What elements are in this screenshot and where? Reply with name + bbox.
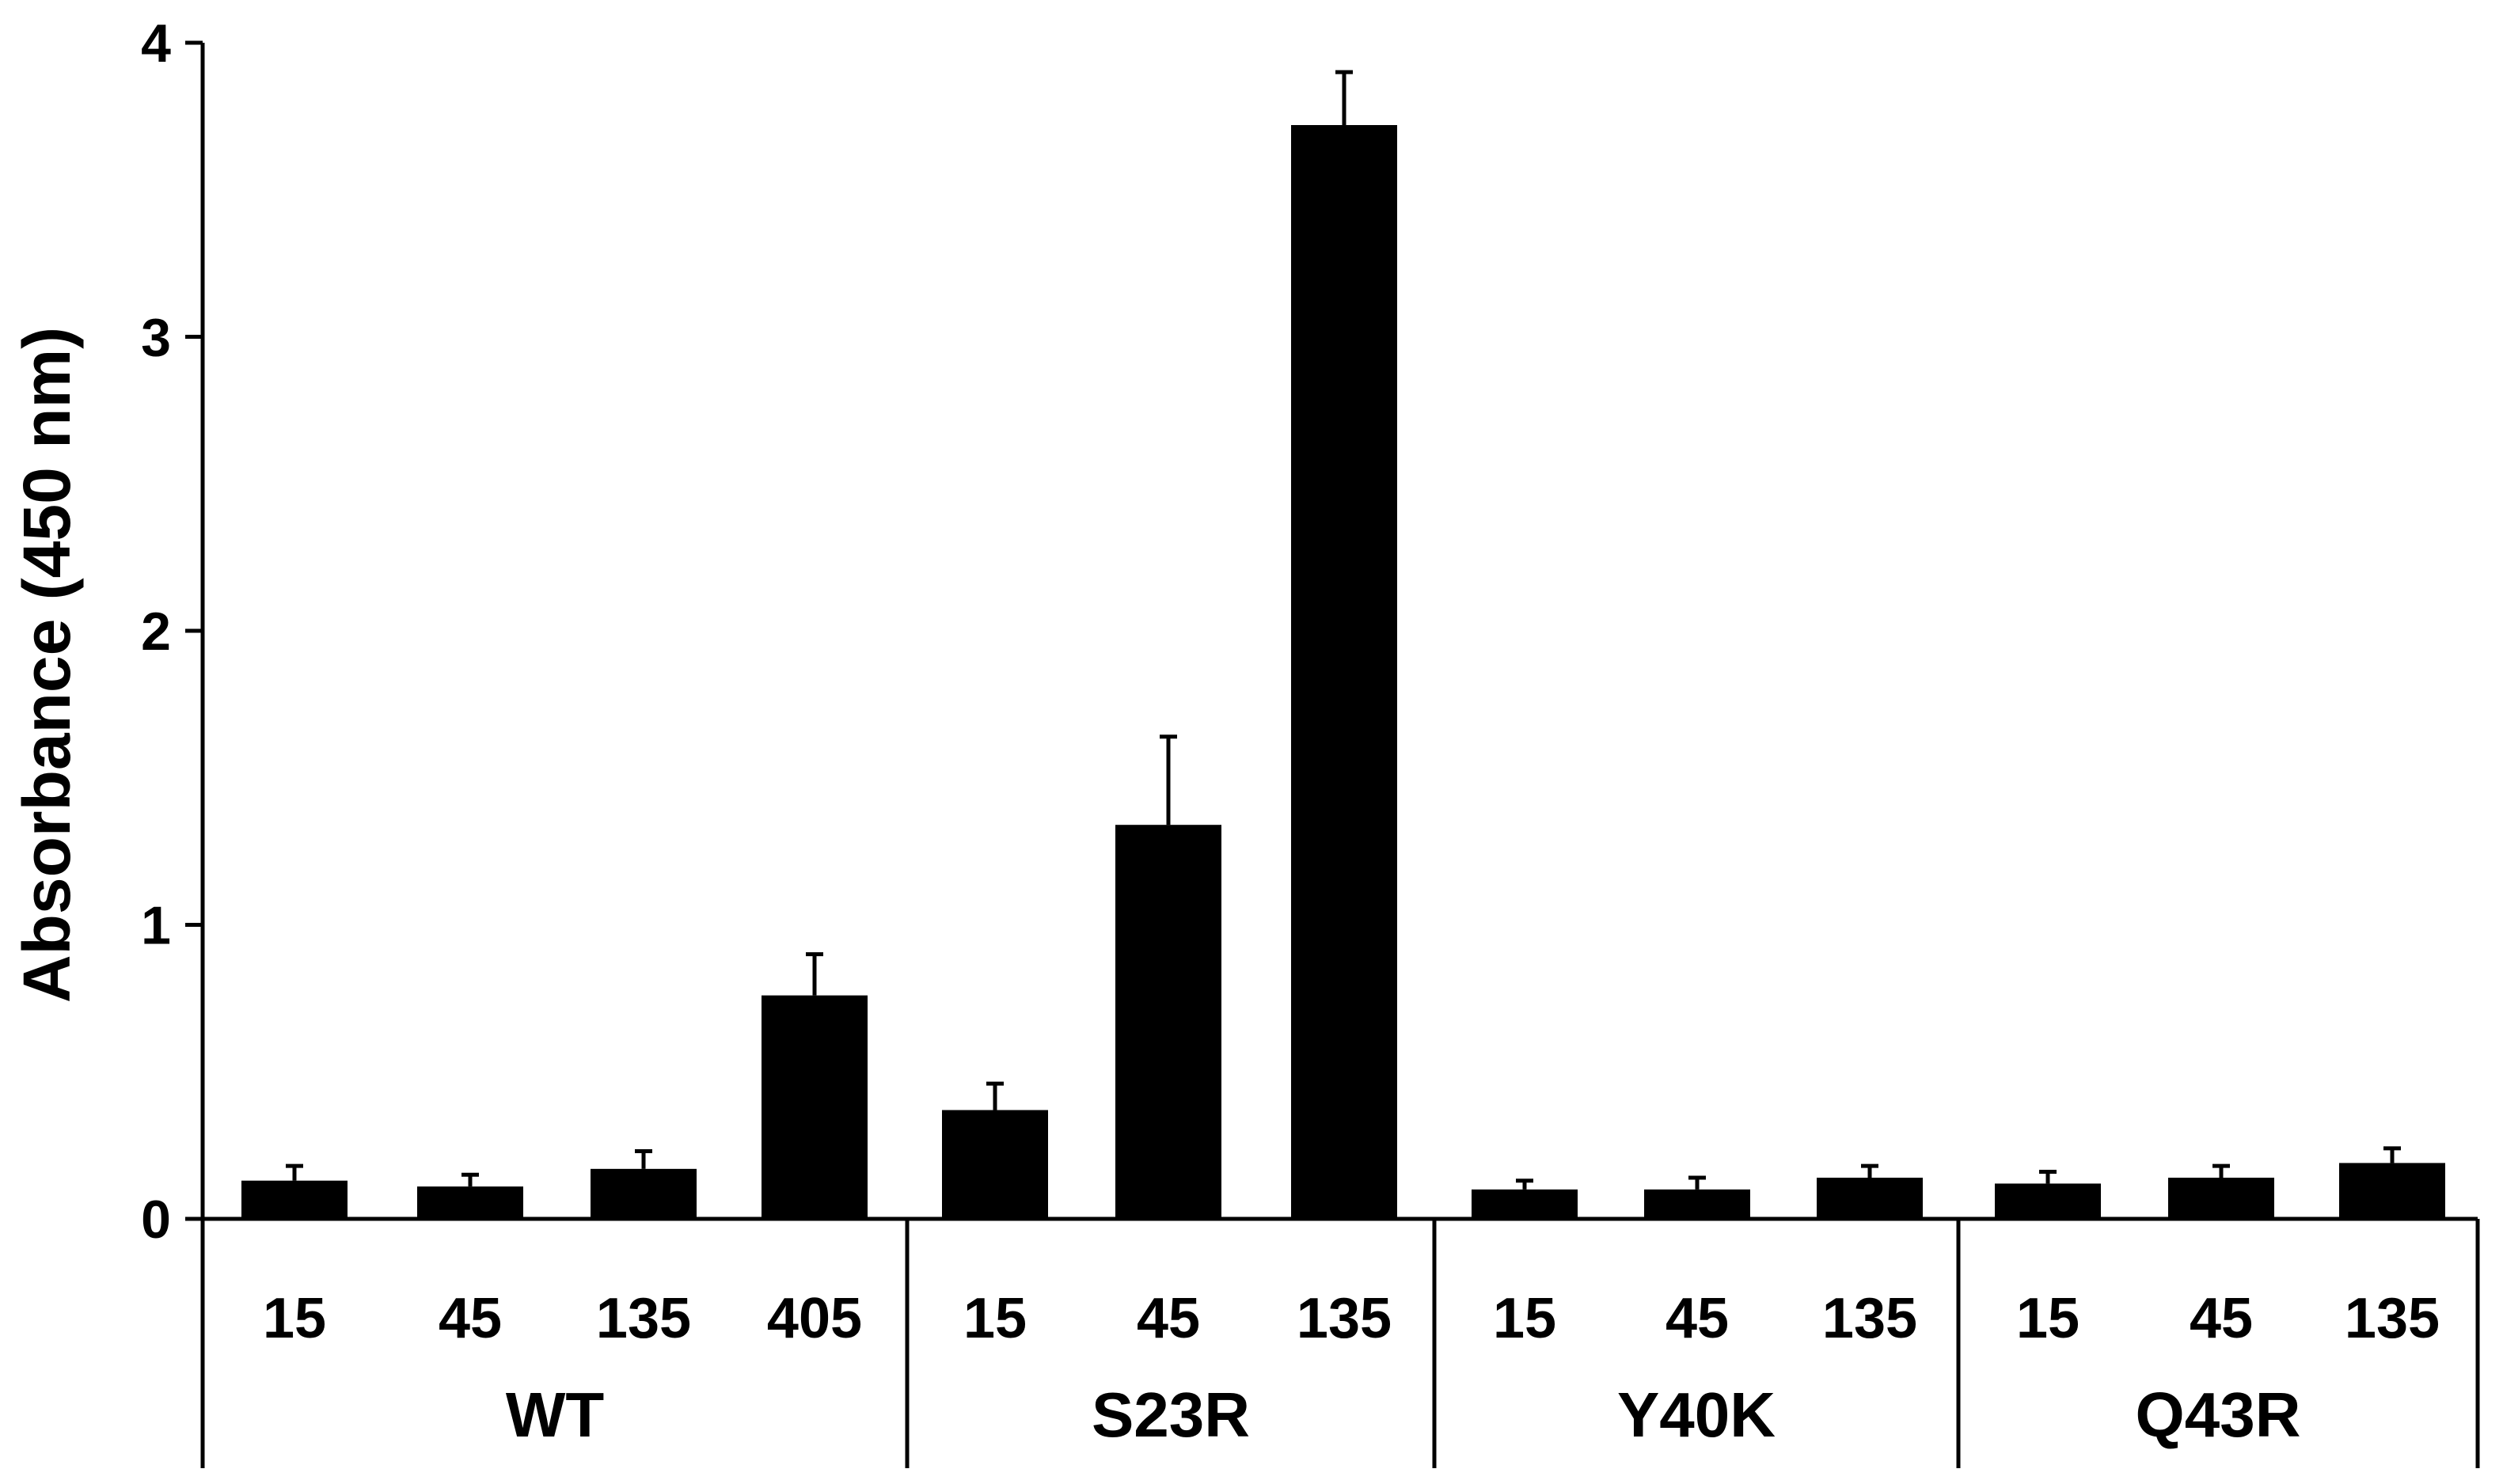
bar: [1115, 825, 1221, 1219]
bar: [417, 1186, 523, 1219]
bar: [2339, 1163, 2445, 1219]
x-tick-label: 135: [1822, 1287, 1917, 1350]
y-tick-label: 0: [141, 1190, 171, 1250]
y-tick-label: 4: [141, 13, 171, 74]
x-tick-label: 45: [1666, 1287, 1729, 1350]
bar: [241, 1180, 348, 1219]
x-tick-label: 15: [263, 1287, 326, 1350]
x-tick-label: 15: [1493, 1287, 1556, 1350]
bar: [942, 1110, 1048, 1219]
bar: [1817, 1177, 1923, 1219]
group-label: WT: [506, 1380, 605, 1450]
group-label: Q43R: [2136, 1380, 2301, 1450]
bar: [2168, 1177, 2274, 1219]
x-tick-label: 45: [2190, 1287, 2253, 1350]
bar: [1472, 1189, 1578, 1219]
x-tick-label: 135: [1297, 1287, 1392, 1350]
y-tick-label: 1: [141, 896, 171, 956]
y-tick-label: 2: [141, 602, 171, 662]
bar: [591, 1168, 697, 1219]
x-tick-label: 15: [2016, 1287, 2080, 1350]
y-axis-title: Absorbance (450 nm): [9, 327, 84, 1003]
x-tick-label: 15: [963, 1287, 1027, 1350]
x-tick-label: 135: [2345, 1287, 2440, 1350]
bar: [762, 995, 868, 1219]
group-label: S23R: [1092, 1380, 1250, 1450]
x-tick-label: 45: [439, 1287, 502, 1350]
bar: [1995, 1183, 2101, 1219]
labels: 0 1 2 3 4 15 45 135 405 WT 15 45 135 S23R 15 45 135 Y40K 1…: [141, 13, 2440, 1450]
x-tick-label: 405: [767, 1287, 862, 1350]
bars: [241, 70, 2445, 1219]
bar: [1291, 125, 1397, 1219]
x-tick-label: 135: [596, 1287, 691, 1350]
bar: [1644, 1189, 1750, 1219]
y-tick-label: 3: [141, 308, 171, 368]
group-label: Y40K: [1617, 1380, 1776, 1450]
x-tick-label: 45: [1137, 1287, 1200, 1350]
